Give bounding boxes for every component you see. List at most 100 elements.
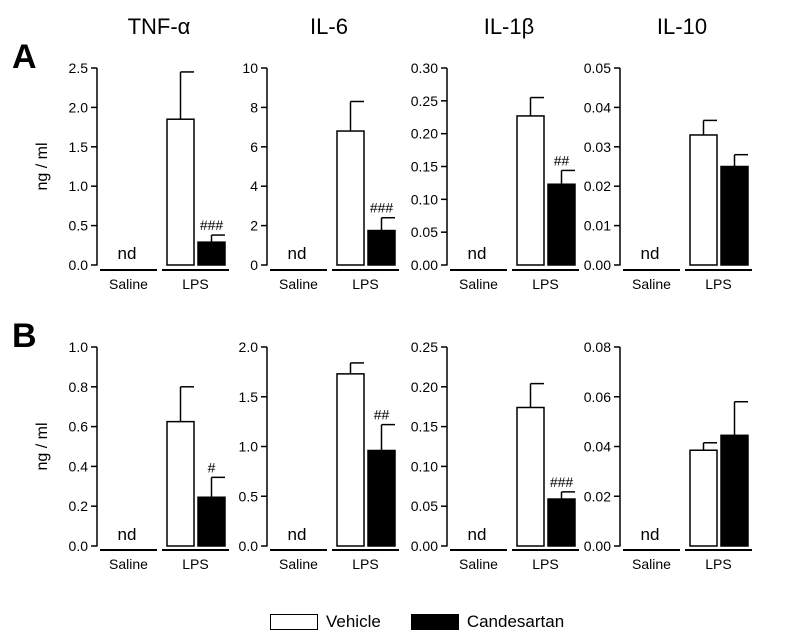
legend-entry-candesartan: Candesartan [410, 612, 565, 632]
nd-label: nd [641, 525, 660, 544]
y-tick-label: 1.0 [69, 178, 89, 194]
y-tick-label: 0.2 [69, 498, 89, 514]
chart-a-1: 0.0 0.5 1.0 1.5 2.0 2.5 ng / ml Saline LPS nd ### [34, 60, 229, 292]
y-tick-label: 0.4 [69, 458, 89, 474]
y-tick-label: 0.6 [69, 419, 89, 435]
y-tick-label: 10 [242, 60, 258, 76]
y-tick-label: 0.08 [584, 339, 611, 355]
bar-vehicle [336, 373, 365, 547]
chart-b-3: 0.00 0.05 0.10 0.15 0.20 0.25 Saline LPS nd ### [411, 339, 579, 572]
y-tick-label: 8 [250, 99, 258, 115]
significance-annotation: ## [374, 407, 390, 423]
group-label-lps: LPS [352, 556, 378, 572]
bar-candesartan [547, 183, 576, 266]
y-tick-label: 0.01 [584, 218, 611, 234]
significance-annotation: ### [550, 474, 574, 490]
y-tick-label: 0.00 [584, 538, 611, 554]
legend-swatch-vehicle [270, 614, 318, 630]
y-tick-label: 0.0 [69, 538, 89, 554]
chart-legend: Vehicle Candesartan [270, 610, 594, 634]
y-tick-label: 2 [250, 218, 258, 234]
chart-b-4: 0.00 0.02 0.04 0.06 0.08 Saline LPS nd [584, 339, 752, 572]
y-tick-label: 1.5 [239, 389, 259, 405]
y-tick-label: 4 [250, 178, 258, 194]
y-tick-label: 0.00 [411, 538, 438, 554]
group-label-saline: Saline [632, 276, 671, 292]
group-label-lps: LPS [352, 276, 378, 292]
y-tick-label: 0.04 [584, 439, 611, 455]
y-tick-label: 0.15 [411, 159, 438, 175]
bar-candesartan [197, 496, 226, 547]
significance-annotation: ## [554, 152, 570, 168]
bar-vehicle [689, 134, 718, 266]
group-label-lps: LPS [182, 556, 208, 572]
y-tick-label: 0.02 [584, 488, 611, 504]
y-tick-label: 0.0 [239, 538, 259, 554]
bar-candesartan [367, 229, 396, 266]
y-tick-label: 0.15 [411, 419, 438, 435]
column-title-0: TNF-α [128, 14, 191, 39]
nd-label: nd [468, 525, 487, 544]
legend-label-vehicle: Vehicle [326, 612, 381, 631]
bar-candesartan [367, 449, 396, 547]
panel-letter-a: A [12, 38, 37, 76]
bar-vehicle [689, 449, 718, 547]
y-tick-label: 0.20 [411, 126, 438, 142]
y-tick-label: 0.10 [411, 191, 438, 207]
chart-a-4: 0.00 0.01 0.02 0.03 0.04 0.05 Saline LPS nd [584, 60, 752, 292]
group-label-lps: LPS [705, 556, 731, 572]
bar-candesartan [197, 241, 226, 266]
significance-annotation: ### [200, 217, 224, 233]
legend-label-candesartan: Candesartan [466, 612, 565, 631]
bar-vehicle [516, 406, 545, 547]
group-label-lps: LPS [182, 276, 208, 292]
y-tick-label: 2.0 [69, 99, 89, 115]
column-title-3: IL-10 [657, 14, 707, 39]
bar-vehicle [166, 420, 195, 547]
y-tick-label: 0.05 [584, 60, 611, 76]
y-tick-label: 6 [250, 139, 258, 155]
y-tick-label: 1.0 [69, 339, 89, 355]
y-tick-label: 0.0 [69, 257, 89, 273]
chart-a-3: 0.00 0.05 0.10 0.15 0.20 0.25 0.30 Saline LPS nd #… [411, 60, 579, 292]
y-axis-label: ng / ml [34, 422, 51, 470]
chart-b-2: 0.0 0.5 1.0 1.5 2.0 Saline LPS nd ## [239, 339, 399, 572]
chart-b-1: 0.0 0.2 0.4 0.6 0.8 1.0 ng / ml Saline LPS nd # [34, 339, 229, 572]
nd-label: nd [288, 525, 307, 544]
column-title-2: IL-1β [484, 14, 535, 39]
bar-candesartan [720, 434, 749, 547]
column-title-1: IL-6 [310, 14, 348, 39]
nd-label: nd [468, 244, 487, 263]
y-tick-label: 0.04 [584, 99, 611, 115]
group-label-saline: Saline [109, 276, 148, 292]
nd-label: nd [288, 244, 307, 263]
group-label-saline: Saline [279, 556, 318, 572]
bar-vehicle [336, 130, 365, 266]
bar-vehicle [516, 115, 545, 266]
group-label-saline: Saline [279, 276, 318, 292]
group-label-saline: Saline [632, 556, 671, 572]
y-tick-label: 0.5 [239, 488, 259, 504]
y-tick-label: 0.20 [411, 379, 438, 395]
y-tick-label: 1.0 [239, 439, 259, 455]
y-tick-label: 0.10 [411, 458, 438, 474]
y-tick-label: 0 [250, 257, 258, 273]
nd-label: nd [641, 244, 660, 263]
y-tick-label: 0.06 [584, 389, 611, 405]
y-axis-label: ng / ml [34, 142, 51, 190]
y-tick-label: 0.5 [69, 218, 89, 234]
legend-swatch-candesartan [410, 614, 459, 630]
y-tick-label: 1.5 [69, 139, 89, 155]
group-label-lps: LPS [532, 276, 558, 292]
y-tick-label: 0.00 [584, 257, 611, 273]
bar-candesartan [720, 165, 749, 266]
bar-vehicle [166, 118, 195, 266]
y-tick-label: 0.25 [411, 93, 438, 109]
group-label-saline: Saline [459, 556, 498, 572]
nd-label: nd [118, 244, 137, 263]
y-tick-label: 2.0 [239, 339, 259, 355]
nd-label: nd [118, 525, 137, 544]
legend-entry-vehicle: Vehicle [270, 612, 381, 632]
panel-letter-b: B [12, 317, 37, 355]
